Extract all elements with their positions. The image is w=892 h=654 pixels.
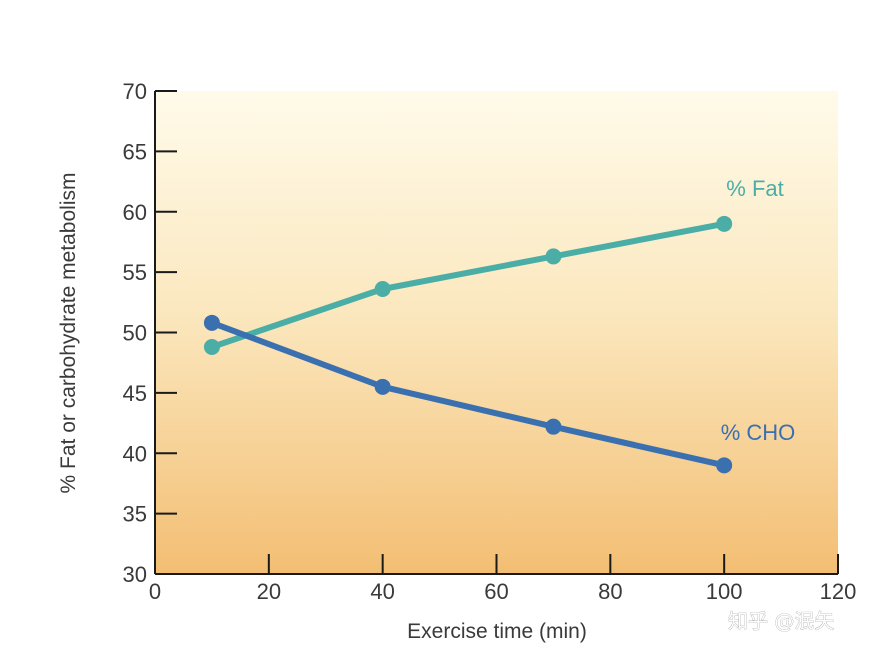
y-tick-label: 60 <box>123 200 147 225</box>
series-label-fat: % Fat <box>726 176 783 201</box>
data-point-cho <box>374 378 391 395</box>
y-tick-label: 50 <box>123 321 147 346</box>
x-ticks: 0 20 40 60 80 100 120 <box>149 554 856 604</box>
plot-background <box>155 91 838 574</box>
data-point-cho <box>203 314 220 331</box>
series-label-cho: % CHO <box>721 420 796 445</box>
series-line-cho <box>208 319 728 469</box>
y-tick-label: 40 <box>123 441 147 466</box>
y-tick-label: 65 <box>123 139 147 164</box>
y-ticks: 30 35 40 45 50 55 60 65 70 <box>123 79 177 587</box>
y-tick-label: 70 <box>123 79 147 104</box>
data-point-cho <box>545 418 562 435</box>
watermark: 知乎 @泯矢 <box>728 609 834 633</box>
series-layer <box>203 215 733 474</box>
data-point-fat <box>545 248 562 265</box>
x-tick-label: 0 <box>149 579 161 604</box>
data-point-fat <box>716 215 733 232</box>
x-tick-label: 120 <box>820 579 857 604</box>
x-tick-label: 60 <box>484 579 508 604</box>
data-point-fat <box>374 281 391 298</box>
x-tick-label: 80 <box>598 579 622 604</box>
x-tick-label: 100 <box>706 579 743 604</box>
x-tick-label: 20 <box>257 579 281 604</box>
y-axis-title: % Fat or carbohydrate metabolism <box>57 173 80 494</box>
y-tick-label: 30 <box>123 562 147 587</box>
x-tick-label: 40 <box>370 579 394 604</box>
y-tick-label: 35 <box>123 502 147 527</box>
series-line-fat <box>208 220 728 350</box>
data-point-cho <box>716 457 733 474</box>
y-tick-label: 55 <box>123 260 147 285</box>
data-point-fat <box>203 338 220 355</box>
x-axis-title: Exercise time (min) <box>407 620 587 643</box>
y-tick-label: 45 <box>123 381 147 406</box>
